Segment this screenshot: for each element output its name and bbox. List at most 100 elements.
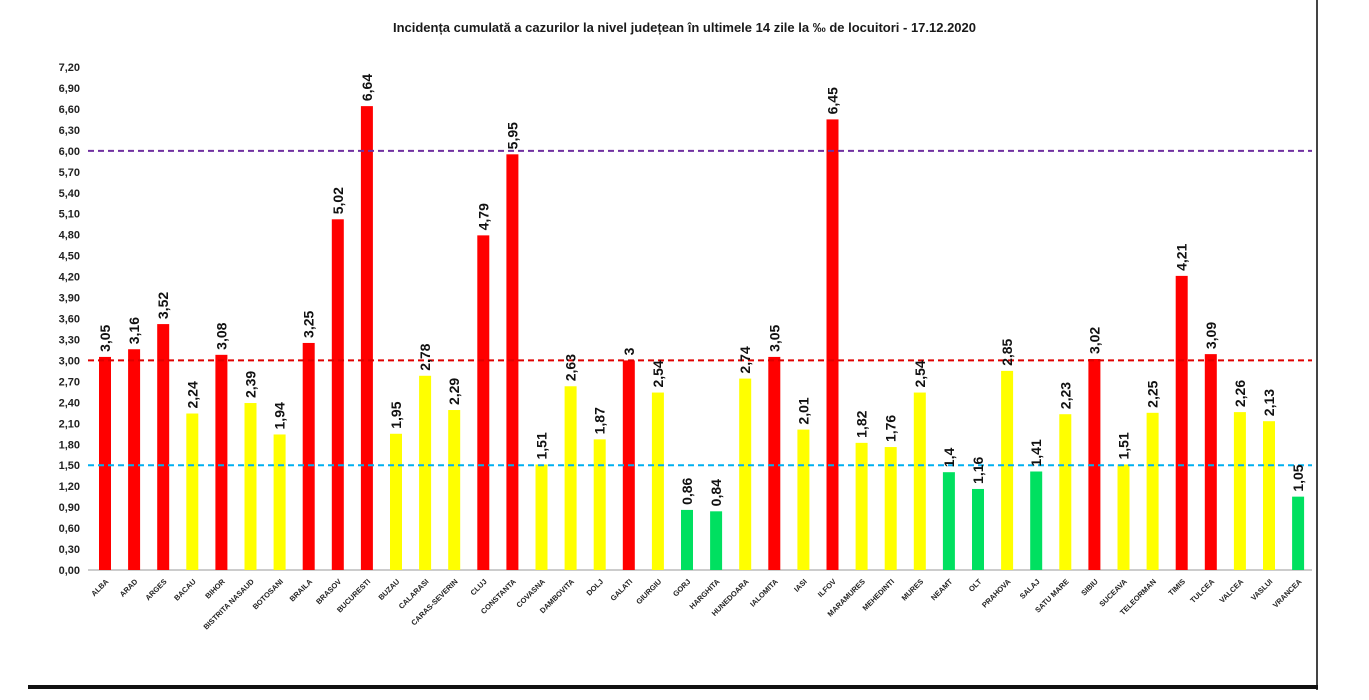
bar bbox=[390, 433, 402, 570]
y-tick-label: 3,60 bbox=[59, 314, 80, 326]
x-tick-label: DOLJ bbox=[585, 577, 606, 598]
data-label: 2,13 bbox=[1261, 389, 1277, 416]
data-label: 1,94 bbox=[272, 402, 288, 429]
bottom-border bbox=[28, 685, 1318, 689]
bar bbox=[884, 447, 897, 570]
bar bbox=[1233, 412, 1246, 570]
y-tick-label: 0,00 bbox=[59, 565, 80, 577]
data-label: 6,45 bbox=[825, 87, 841, 114]
bar bbox=[1059, 414, 1072, 570]
y-tick-label: 3,30 bbox=[59, 334, 80, 346]
x-tick-label: BRASOV bbox=[314, 577, 343, 606]
data-label: 3,16 bbox=[126, 317, 142, 344]
data-label: 1,51 bbox=[534, 432, 550, 459]
x-tick-label: GIURGIU bbox=[634, 577, 663, 606]
y-tick-label: 1,80 bbox=[59, 439, 80, 451]
x-tick-label: TIMIS bbox=[1167, 577, 1188, 598]
data-label: 5,95 bbox=[504, 122, 520, 149]
y-tick-label: 1,50 bbox=[59, 460, 80, 472]
x-tick-label: GORJ bbox=[671, 577, 692, 598]
x-tick-label: ALBA bbox=[89, 577, 111, 599]
bar bbox=[826, 119, 839, 570]
data-label: 1,87 bbox=[592, 407, 608, 434]
data-label: 2,78 bbox=[417, 343, 433, 370]
data-label: 2,54 bbox=[650, 360, 666, 387]
bar bbox=[942, 472, 955, 570]
data-label: 3,05 bbox=[97, 324, 113, 351]
y-tick-label: 5,70 bbox=[59, 167, 80, 179]
data-label: 5,02 bbox=[330, 187, 346, 214]
bar bbox=[128, 349, 141, 570]
x-tick-label: BRAILA bbox=[288, 577, 315, 604]
bar bbox=[215, 354, 228, 570]
y-tick-label: 1,20 bbox=[59, 481, 80, 493]
bar bbox=[1088, 359, 1101, 570]
data-label: 1,76 bbox=[883, 415, 899, 442]
y-tick-label: 7,20 bbox=[59, 62, 80, 74]
x-tick-label: VASLUI bbox=[1249, 577, 1274, 602]
data-label: 2,29 bbox=[446, 378, 462, 405]
data-label: 3,05 bbox=[766, 324, 782, 351]
data-label: 1,41 bbox=[1028, 439, 1044, 466]
data-label: 2,25 bbox=[1145, 380, 1161, 407]
x-tick-label: PRAHOVA bbox=[980, 577, 1013, 610]
bar bbox=[360, 106, 373, 570]
bar bbox=[1001, 370, 1014, 570]
bar bbox=[768, 356, 781, 570]
data-label: 1,51 bbox=[1116, 432, 1132, 459]
x-tick-label: IALOMITA bbox=[748, 577, 780, 609]
data-label: 0,84 bbox=[708, 479, 724, 506]
bar bbox=[651, 392, 664, 570]
data-label: 1,05 bbox=[1290, 464, 1306, 491]
bar bbox=[477, 235, 490, 570]
data-label: 2,63 bbox=[563, 354, 579, 381]
x-tick-label: SIBIU bbox=[1079, 577, 1100, 598]
data-label: 2,24 bbox=[184, 381, 200, 408]
y-tick-label: 6,00 bbox=[59, 146, 80, 158]
bar bbox=[710, 511, 723, 570]
data-label: 2,54 bbox=[912, 360, 928, 387]
bar bbox=[564, 386, 577, 570]
x-tick-label: VALCEA bbox=[1218, 577, 1246, 605]
bar bbox=[1117, 464, 1130, 570]
y-tick-label: 3,90 bbox=[59, 293, 80, 305]
bar bbox=[797, 429, 810, 570]
y-tick-label: 4,50 bbox=[59, 251, 80, 263]
bar bbox=[99, 356, 111, 570]
bar bbox=[1263, 421, 1275, 570]
bar bbox=[506, 154, 519, 570]
data-label: 3,25 bbox=[301, 310, 317, 337]
data-label: 4,79 bbox=[475, 203, 491, 230]
y-tick-label: 6,30 bbox=[59, 125, 80, 137]
x-tick-label: SALAJ bbox=[1018, 577, 1042, 601]
x-tick-label: BISTRITA NASAUD bbox=[202, 577, 257, 632]
y-tick-label: 6,90 bbox=[59, 83, 80, 95]
x-tick-label: TULCEA bbox=[1188, 577, 1216, 605]
x-tick-label: VRANCEA bbox=[1271, 577, 1304, 610]
y-tick-label: 0,90 bbox=[59, 502, 80, 514]
bar bbox=[302, 342, 315, 570]
y-tick-label: 0,30 bbox=[59, 544, 80, 556]
x-tick-label: ARAD bbox=[118, 577, 140, 599]
right-border bbox=[1316, 0, 1318, 690]
chart-title: Incidența cumulată a cazurilor la nivel … bbox=[392, 20, 977, 35]
data-label: 3,09 bbox=[1203, 322, 1219, 349]
data-label: 3,08 bbox=[213, 322, 229, 349]
bar bbox=[1204, 354, 1217, 570]
bar bbox=[681, 509, 693, 570]
data-label: 2,39 bbox=[243, 371, 259, 398]
data-label: 1,82 bbox=[854, 410, 870, 437]
x-tick-label: GALATI bbox=[609, 577, 635, 603]
bar bbox=[419, 375, 432, 570]
y-tick-label: 2,10 bbox=[59, 418, 80, 430]
bar bbox=[186, 413, 199, 570]
bar bbox=[855, 442, 868, 570]
data-label: 0,86 bbox=[679, 477, 695, 504]
bar bbox=[244, 403, 257, 570]
y-tick-label: 5,10 bbox=[59, 209, 80, 221]
bar bbox=[913, 392, 926, 570]
data-label: 1,95 bbox=[388, 401, 404, 428]
y-tick-label: 5,40 bbox=[59, 188, 80, 200]
bar bbox=[273, 434, 286, 570]
